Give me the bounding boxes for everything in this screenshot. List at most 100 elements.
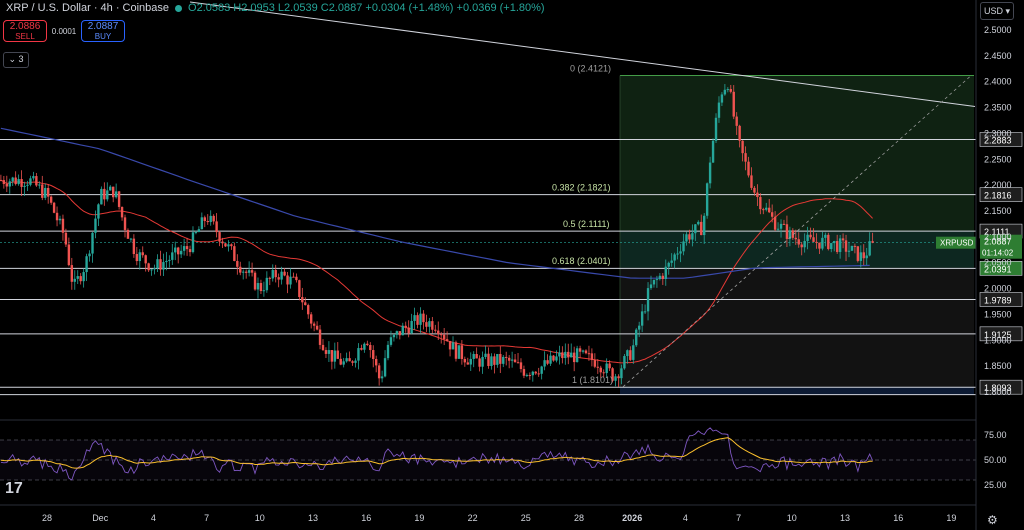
candle-body	[578, 348, 582, 352]
symbol-tag-box	[936, 236, 976, 249]
candle-body	[593, 360, 597, 367]
candle	[797, 232, 800, 248]
candle-body	[590, 353, 594, 361]
x-tick-label: 28	[574, 513, 584, 523]
candle	[277, 273, 280, 288]
candle-body	[670, 260, 673, 263]
candle-body	[307, 305, 310, 315]
candle	[407, 320, 410, 338]
candle	[244, 269, 248, 279]
candle-body	[434, 329, 437, 331]
candle	[372, 345, 375, 368]
candle-body	[676, 253, 679, 255]
candle	[177, 246, 180, 264]
candle	[182, 238, 186, 256]
candle-body	[756, 192, 759, 198]
candle-body	[298, 280, 301, 298]
candle	[691, 224, 694, 247]
candle	[779, 219, 783, 238]
level-tag-box	[979, 187, 1023, 202]
candle-body	[442, 334, 446, 340]
candle-body	[354, 360, 357, 363]
candle	[150, 269, 153, 276]
x-tick-label: 13	[308, 513, 318, 523]
buy-button[interactable]: 2.0887 BUY	[81, 20, 125, 42]
candle-body	[26, 184, 29, 186]
candle	[478, 355, 481, 372]
x-tick-label: 19	[946, 513, 956, 523]
candle-body	[596, 366, 600, 368]
candle	[106, 182, 109, 202]
candle-body	[17, 179, 20, 185]
candle	[493, 353, 496, 374]
candle-body	[171, 252, 174, 260]
x-tick-label: 7	[736, 513, 741, 523]
candle-body	[824, 234, 827, 238]
candle-body	[490, 356, 493, 367]
candle-body	[773, 216, 777, 230]
candle-body	[321, 344, 325, 351]
settings-gear-icon[interactable]: ⚙	[987, 513, 998, 527]
candle	[377, 363, 381, 386]
candle	[765, 202, 768, 212]
candle	[818, 242, 821, 255]
candle	[321, 339, 325, 351]
candle-body	[729, 89, 732, 92]
candle-body	[623, 356, 626, 369]
candle	[410, 313, 413, 335]
candle-body	[700, 221, 703, 236]
candle-body	[768, 207, 771, 213]
candle	[590, 348, 594, 367]
candle-body	[215, 221, 218, 233]
candle-body	[635, 329, 638, 346]
candle-body	[765, 207, 768, 210]
candle	[29, 175, 32, 187]
candle	[70, 257, 74, 290]
candle	[215, 213, 218, 238]
candle	[91, 231, 94, 263]
candle-body	[750, 175, 753, 188]
candle	[570, 343, 573, 358]
candle-body	[552, 355, 555, 361]
symbol-title[interactable]: XRP / U.S. Dollar · 4h · Coinbase	[6, 2, 170, 14]
candle	[617, 374, 620, 387]
candle	[168, 255, 171, 268]
y-tick-label: 2.0000	[984, 284, 1012, 294]
candle-body	[38, 184, 41, 186]
candle-body	[330, 350, 334, 362]
candle	[608, 360, 611, 371]
candle-body	[11, 177, 14, 182]
candle-body	[230, 244, 233, 247]
currency-selector[interactable]: USD ▾	[980, 2, 1014, 20]
candle	[750, 167, 753, 190]
candle	[203, 215, 206, 228]
candle-body	[717, 102, 721, 118]
candle-body	[555, 356, 558, 361]
candle	[442, 327, 446, 346]
indicators-toggle-button[interactable]: ⌄ 3	[3, 52, 29, 68]
candle-body	[581, 350, 585, 352]
sell-button[interactable]: 2.0886 SELL	[3, 20, 47, 42]
candle-body	[395, 331, 399, 335]
candle-body	[425, 322, 428, 327]
candle	[120, 206, 124, 221]
candle	[720, 92, 724, 107]
candle	[265, 271, 269, 293]
candle	[481, 351, 484, 374]
candle	[79, 273, 82, 285]
candle	[676, 246, 679, 260]
candle	[469, 352, 472, 371]
symbol-tag: XRPUSD	[940, 239, 974, 248]
candle	[100, 186, 103, 205]
rsi-tick-label: 25.00	[984, 480, 1007, 490]
candle	[413, 307, 416, 330]
candle	[741, 140, 744, 162]
candle-body	[487, 353, 490, 367]
candle-body	[41, 184, 44, 198]
candle	[165, 251, 168, 271]
candle-body	[123, 217, 127, 230]
candle-body	[564, 351, 567, 359]
candle	[209, 210, 212, 226]
slow-moving-average-line	[0, 127, 870, 279]
